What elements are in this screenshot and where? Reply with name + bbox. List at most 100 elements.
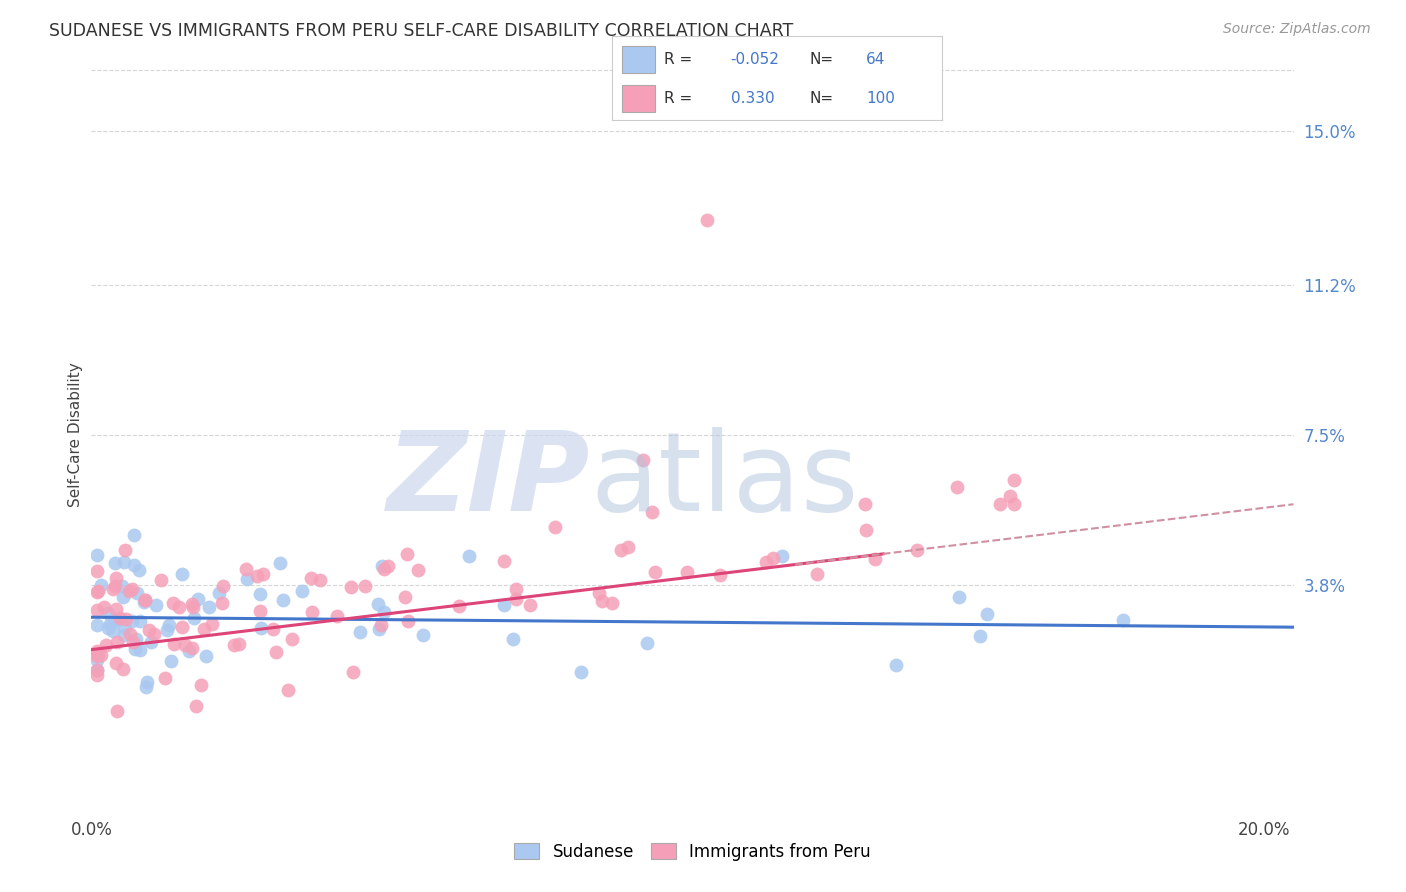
Point <box>354 579 377 593</box>
Point <box>198 599 221 614</box>
Point <box>143 627 166 641</box>
Point <box>235 572 257 586</box>
Point <box>636 636 658 650</box>
Point <box>114 543 136 558</box>
Point <box>108 611 131 625</box>
Point <box>86 564 108 578</box>
Point <box>112 627 135 641</box>
Text: Source: ZipAtlas.com: Source: ZipAtlas.com <box>1223 22 1371 37</box>
Point <box>291 584 314 599</box>
Point <box>114 621 136 635</box>
Point <box>160 654 183 668</box>
Point <box>120 627 142 641</box>
Point <box>412 628 434 642</box>
Point <box>112 555 135 569</box>
Point <box>263 622 285 636</box>
Point <box>208 586 231 600</box>
Point <box>249 587 271 601</box>
Point <box>184 699 207 714</box>
Point <box>309 574 332 588</box>
Point <box>616 541 638 555</box>
Point <box>1112 613 1135 627</box>
Point <box>93 600 115 615</box>
Point <box>211 579 233 593</box>
Point <box>156 623 179 637</box>
Point <box>969 629 991 643</box>
Point <box>505 582 527 596</box>
Point <box>249 621 271 635</box>
Point <box>96 621 118 635</box>
Point <box>494 554 516 568</box>
Point <box>193 622 215 636</box>
Point <box>138 623 160 637</box>
Point <box>145 599 167 613</box>
Point <box>211 596 233 610</box>
Point <box>505 591 527 606</box>
Point <box>181 599 204 614</box>
Point <box>134 592 156 607</box>
Legend: Sudanese, Immigrants from Peru: Sudanese, Immigrants from Peru <box>508 836 877 867</box>
Point <box>86 668 108 682</box>
Text: -0.052: -0.052 <box>731 52 779 67</box>
Text: atlas: atlas <box>591 426 859 533</box>
Point <box>183 611 205 625</box>
Point <box>394 590 416 604</box>
Point <box>86 548 108 562</box>
Point <box>141 635 163 649</box>
Point <box>631 453 654 467</box>
Point <box>177 644 200 658</box>
Point <box>125 632 148 646</box>
Point <box>155 672 177 686</box>
Point <box>1002 473 1025 487</box>
Point <box>644 565 666 579</box>
Point <box>86 603 108 617</box>
Point <box>755 555 778 569</box>
Point <box>105 571 128 585</box>
Point <box>111 579 134 593</box>
Point <box>121 614 143 628</box>
Point <box>105 602 128 616</box>
Point <box>676 565 699 579</box>
Point <box>107 704 129 718</box>
Point <box>1000 490 1022 504</box>
Point <box>948 590 970 604</box>
Point <box>98 617 121 632</box>
Text: R =: R = <box>665 52 693 67</box>
Point <box>128 563 150 577</box>
Point <box>122 558 145 572</box>
Point <box>170 567 193 582</box>
Point <box>591 594 613 608</box>
Point <box>86 618 108 632</box>
Point <box>349 624 371 639</box>
Text: 100: 100 <box>866 91 894 106</box>
Point <box>121 582 143 597</box>
Point <box>249 603 271 617</box>
Text: SUDANESE VS IMMIGRANTS FROM PERU SELF-CARE DISABILITY CORRELATION CHART: SUDANESE VS IMMIGRANTS FROM PERU SELF-CA… <box>49 22 793 40</box>
Point <box>988 497 1011 511</box>
Y-axis label: Self-Care Disability: Self-Care Disability <box>67 362 83 508</box>
Point <box>136 675 159 690</box>
Point <box>696 213 718 227</box>
Point <box>762 551 785 566</box>
Point <box>340 581 363 595</box>
Point <box>588 586 610 600</box>
Text: ZIP: ZIP <box>387 426 591 533</box>
Point <box>610 543 633 558</box>
Point <box>224 638 246 652</box>
Point <box>187 592 209 607</box>
Point <box>492 598 515 612</box>
Point <box>105 635 128 649</box>
Point <box>271 593 294 607</box>
Point <box>112 591 135 605</box>
Point <box>104 579 127 593</box>
Text: R =: R = <box>665 91 693 106</box>
Point <box>301 605 323 619</box>
Point <box>132 595 155 609</box>
Point <box>134 593 156 607</box>
Point <box>118 584 141 599</box>
Point <box>90 648 112 662</box>
Text: 0.330: 0.330 <box>731 91 775 106</box>
Point <box>129 614 152 628</box>
Point <box>86 644 108 658</box>
Text: 64: 64 <box>866 52 886 67</box>
